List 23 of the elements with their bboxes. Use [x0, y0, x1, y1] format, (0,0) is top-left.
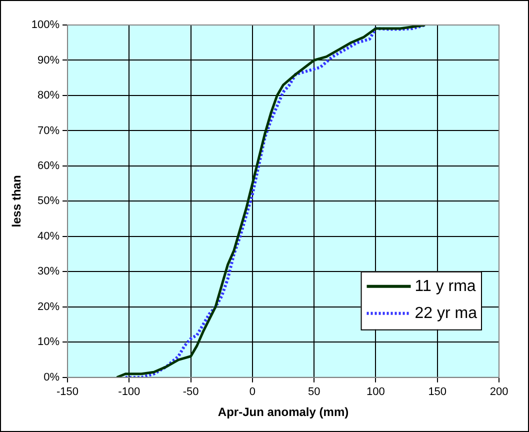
legend-label: 22 yr ma [414, 304, 478, 322]
y-tick-label: 60% [38, 160, 60, 172]
y-tick-label: 0% [44, 371, 60, 384]
y-tick-label: 50% [38, 195, 60, 208]
x-tick-label: 100 [366, 386, 385, 398]
x-tick-label: 0 [249, 386, 256, 398]
y-tick-label: 70% [38, 124, 60, 137]
x-tick-label: 150 [428, 386, 447, 398]
x-axis-title: Apr-Jun anomaly (mm) [218, 405, 349, 420]
x-tick-label: -50 [182, 386, 199, 398]
legend-label: 11 y rma [414, 278, 476, 295]
y-tick-label: 100% [31, 19, 60, 32]
y-tick-label: 20% [38, 300, 60, 313]
y-tick-label: 90% [38, 54, 60, 66]
y-tick-label: 30% [38, 266, 60, 278]
x-tick-label: 200 [490, 386, 508, 398]
x-tick-label: 50 [308, 386, 320, 398]
x-tick-label: -100 [118, 386, 140, 398]
x-tick-label: -150 [56, 386, 79, 398]
y-axis-title: less than [10, 175, 24, 228]
y-tick-label: 10% [38, 336, 60, 348]
y-tick-label: 40% [38, 230, 60, 242]
y-tick-label: 80% [38, 90, 60, 102]
